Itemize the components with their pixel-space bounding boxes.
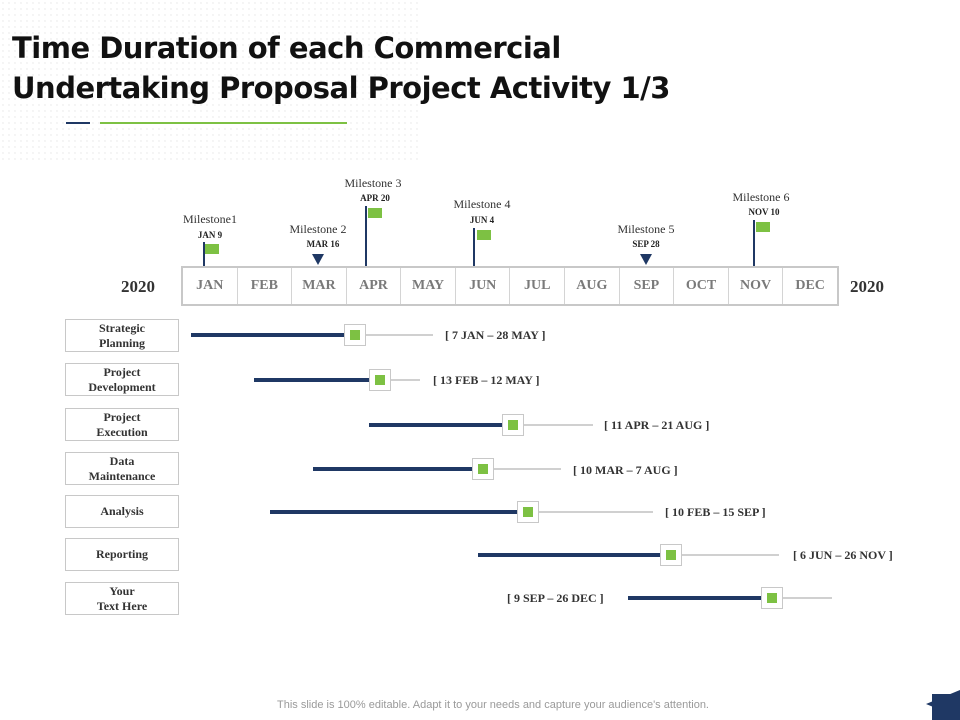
activity-label-line1: Analysis: [100, 504, 144, 518]
progress-marker-icon: [472, 458, 494, 480]
page-title: Time Duration of each Commercial Underta…: [12, 28, 732, 108]
milestone-date: MAR 16: [306, 239, 340, 249]
activity-label-line2: Development: [88, 379, 156, 394]
activity-label-box: Analysis: [65, 495, 179, 528]
milestone-title: Milestone1: [183, 212, 237, 226]
milestone-date: JUN 4: [469, 215, 495, 225]
activity-label-box: Your Text Here: [65, 582, 179, 615]
milestone-date: JAN 9: [197, 230, 223, 240]
activity-label-line1: Your: [109, 583, 135, 598]
milestone-date: NOV 10: [748, 207, 780, 217]
milestone-flag-icon: [205, 244, 219, 254]
milestone-title: Milestone 4: [453, 197, 511, 211]
activity-label-line1: Reporting: [96, 547, 148, 561]
activity-remaining-line: [379, 379, 420, 381]
corner-block: [932, 694, 960, 720]
activity-label-line1: Data: [109, 453, 135, 468]
month-timeline: JAN FEB MAR APR MAY JUN JUL AUG SEP OCT …: [181, 266, 839, 306]
month-apr: APR: [347, 268, 402, 304]
milestone-title: Milestone 2: [289, 222, 347, 236]
milestone-flag-icon: [477, 230, 491, 240]
activity-date-range: [ 6 JUN – 26 NOV ]: [793, 548, 893, 562]
milestone-triangle-icon: [312, 254, 324, 265]
activity-label-box: Strategic Planning: [65, 319, 179, 352]
activity-date-range: [ 9 SEP – 26 DEC ]: [507, 591, 604, 605]
milestone-triangle-icon: [640, 254, 652, 265]
title-line-2: Undertaking Proposal Project Activity 1/…: [12, 71, 670, 105]
milestone-title: Milestone 6: [732, 190, 790, 204]
activity-date-range: [ 11 APR – 21 AUG ]: [604, 418, 710, 432]
activity-date-range: [ 10 MAR – 7 AUG ]: [573, 463, 678, 477]
month-jun: JUN: [456, 268, 511, 304]
progress-marker-icon: [369, 369, 391, 391]
milestone-title: Milestone 3: [344, 176, 402, 190]
milestone-pole: [365, 206, 367, 266]
activity-label-line2: Execution: [96, 424, 148, 439]
activity-label-box: Project Development: [65, 363, 179, 396]
activity-label-line1: Project: [103, 364, 141, 379]
progress-marker-icon: [502, 414, 524, 436]
milestone-date: SEP 28: [632, 239, 660, 249]
activity-remaining-line: [528, 511, 653, 513]
activity-label-line2: Maintenance: [88, 468, 156, 483]
progress-marker-icon: [344, 324, 366, 346]
activity-label-line2: Planning: [98, 335, 146, 350]
activity-date-range: [ 7 JAN – 28 MAY ]: [445, 328, 546, 342]
activity-date-range: [ 13 FEB – 12 MAY ]: [433, 373, 540, 387]
year-label-right: 2020: [850, 277, 884, 296]
milestone-flag-icon: [368, 208, 382, 218]
milestone-pole: [203, 242, 205, 266]
activity-remaining-line: [355, 334, 433, 336]
activity-progress-bar: [313, 467, 483, 471]
activity-label-line1: Strategic: [99, 320, 145, 335]
activity-progress-bar: [369, 423, 513, 427]
activity-remaining-line: [772, 597, 832, 599]
activity-progress-bar: [270, 510, 528, 514]
activity-label-box: Project Execution: [65, 408, 179, 441]
footer-note: This slide is 100% editable. Adapt it to…: [277, 699, 709, 711]
activity-remaining-line: [483, 468, 561, 470]
activity-progress-bar: [478, 553, 671, 557]
activity-label-box: Data Maintenance: [65, 452, 179, 485]
month-nov: NOV: [729, 268, 784, 304]
milestone-pole: [753, 220, 755, 266]
title-underline-green: [100, 122, 347, 124]
milestone-pole: [473, 228, 475, 266]
progress-marker-icon: [517, 501, 539, 523]
month-aug: AUG: [565, 268, 620, 304]
activity-label-line1: Project: [103, 409, 141, 424]
activity-date-range: [ 10 FEB – 15 SEP ]: [665, 505, 766, 519]
milestone-flag-icon: [756, 222, 770, 232]
activity-progress-bar: [254, 378, 379, 382]
title-underline-navy: [66, 122, 90, 124]
milestone-date: APR 20: [360, 193, 390, 203]
activity-remaining-line: [671, 554, 779, 556]
month-jan: JAN: [183, 268, 238, 304]
month-oct: OCT: [674, 268, 729, 304]
month-jul: JUL: [510, 268, 566, 304]
progress-marker-icon: [761, 587, 783, 609]
title-line-1: Time Duration of each Commercial: [12, 31, 561, 65]
background-dot-pattern: [0, 0, 420, 160]
activity-progress-bar: [628, 596, 772, 600]
month-may: MAY: [401, 268, 456, 304]
activity-remaining-line: [513, 424, 593, 426]
month-mar: MAR: [292, 268, 347, 304]
activity-label-box: Reporting: [65, 538, 179, 571]
activity-label-line2: Text Here: [96, 598, 148, 613]
month-sep: SEP: [620, 268, 675, 304]
month-dec: DEC: [795, 278, 825, 293]
progress-marker-icon: [660, 544, 682, 566]
year-label-left: 2020: [121, 277, 155, 296]
activity-progress-bar: [191, 333, 355, 337]
milestone-title: Milestone 5: [617, 222, 675, 236]
month-feb: FEB: [238, 268, 293, 304]
